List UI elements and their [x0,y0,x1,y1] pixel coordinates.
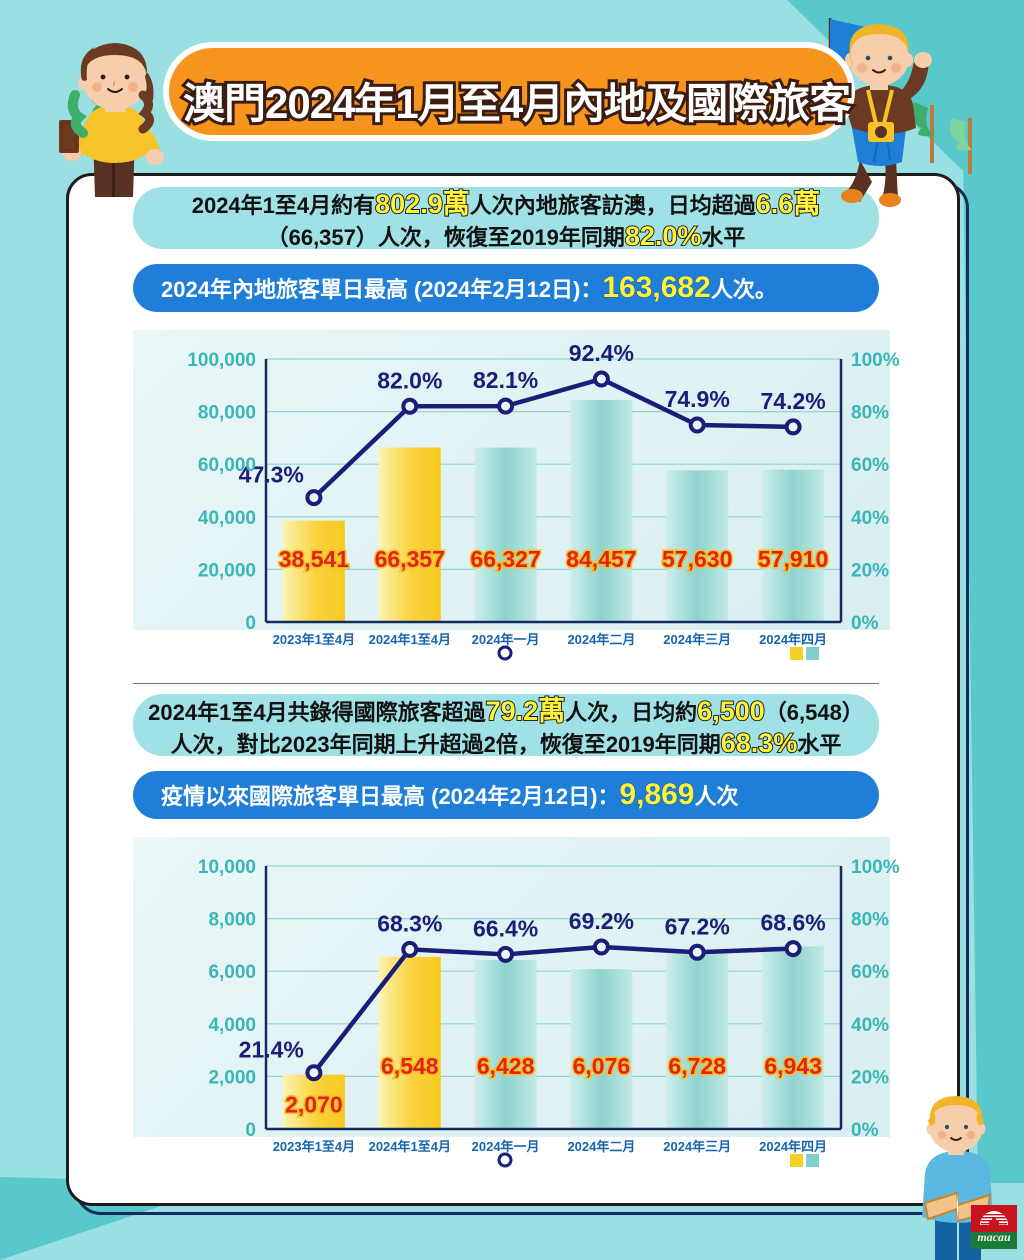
svg-text:40%: 40% [851,1015,889,1036]
svg-text:92.4%: 92.4% [569,340,634,366]
svg-text:57,910: 57,910 [758,546,828,572]
svg-text:macau: macau [977,1230,1011,1244]
svg-text:74.2%: 74.2% [760,388,825,414]
svg-text:10,000: 10,000 [198,857,256,878]
svg-text:2024年二月: 2024年二月 [567,632,635,647]
svg-text:100%: 100% [851,857,900,878]
svg-text:80%: 80% [851,910,889,931]
svg-text:2024年三月: 2024年三月 [663,1139,731,1154]
svg-text:69.2%: 69.2% [569,908,634,934]
svg-text:100,000: 100,000 [187,350,256,371]
svg-text:2024年1至4月: 2024年1至4月 [369,632,451,647]
svg-text:2024年1至4月: 2024年1至4月 [369,1139,451,1154]
svg-text:2024年三月: 2024年三月 [663,632,731,647]
svg-text:60%: 60% [851,455,889,476]
svg-text:60%: 60% [851,962,889,983]
svg-text:0: 0 [245,1120,256,1141]
svg-text:21.4%: 21.4% [239,1037,304,1063]
svg-text:2024年二月: 2024年二月 [567,1139,635,1154]
svg-text:82.1%: 82.1% [473,367,538,393]
svg-text:66,357: 66,357 [375,546,445,572]
svg-text:66,327: 66,327 [470,546,540,572]
svg-text:67.2%: 67.2% [665,913,730,939]
svg-text:100%: 100% [851,350,900,371]
svg-text:2023年1至4月: 2023年1至4月 [273,1139,355,1154]
svg-text:6,728: 6,728 [668,1053,726,1079]
svg-text:68.6%: 68.6% [760,910,825,936]
svg-text:0: 0 [245,613,256,634]
svg-text:84,457: 84,457 [566,546,636,572]
svg-text:68.3%: 68.3% [377,910,442,936]
svg-text:4,000: 4,000 [208,1015,256,1036]
svg-text:74.9%: 74.9% [665,386,730,412]
svg-text:60,000: 60,000 [198,455,256,476]
svg-text:0%: 0% [851,1120,879,1141]
svg-text:8,000: 8,000 [208,910,256,931]
svg-text:2023年1至4月: 2023年1至4月 [273,632,355,647]
svg-text:66.4%: 66.4% [473,915,538,941]
svg-text:6,943: 6,943 [764,1053,822,1079]
svg-text:20%: 20% [851,560,889,581]
svg-text:38,541: 38,541 [279,546,350,572]
svg-text:80%: 80% [851,403,889,424]
svg-text:2,070: 2,070 [285,1092,343,1118]
svg-text:2,000: 2,000 [208,1067,256,1088]
svg-text:20%: 20% [851,1067,889,1088]
svg-text:57,630: 57,630 [662,546,732,572]
svg-text:6,548: 6,548 [381,1053,439,1079]
svg-text:20,000: 20,000 [198,560,256,581]
svg-text:6,428: 6,428 [477,1053,535,1079]
svg-text:6,000: 6,000 [208,962,256,983]
svg-text:0%: 0% [851,613,879,634]
svg-text:82.0%: 82.0% [377,367,442,393]
svg-text:40,000: 40,000 [198,508,256,529]
svg-text:40%: 40% [851,508,889,529]
svg-text:80,000: 80,000 [198,403,256,424]
svg-text:6,076: 6,076 [573,1053,631,1079]
